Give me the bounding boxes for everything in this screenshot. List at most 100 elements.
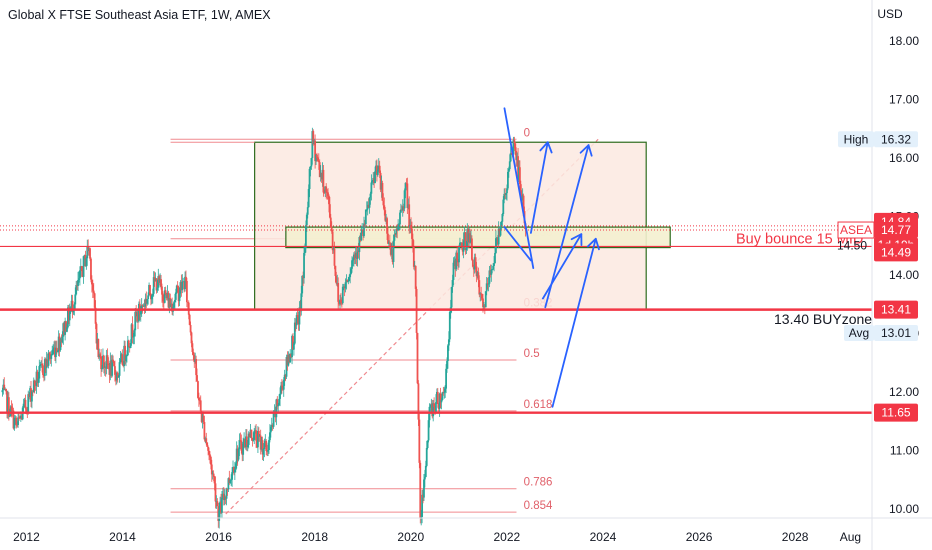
candle-body [356, 250, 359, 259]
candle-body [433, 403, 436, 407]
candle-body [263, 443, 266, 450]
candle-body [234, 463, 237, 470]
candle-body [183, 281, 186, 290]
candle-body [295, 315, 298, 326]
candle-body [47, 352, 50, 366]
candle-body [13, 418, 16, 429]
candle-body [218, 510, 221, 521]
candle-body [269, 432, 271, 441]
candle-body [475, 266, 478, 277]
candle-body [71, 300, 74, 313]
candle-body [214, 483, 217, 502]
price-axis[interactable]: USD10.0011.0012.0013.0014.0015.0016.0017… [871, 0, 919, 550]
candle-body [357, 250, 360, 253]
candle-body [17, 417, 19, 425]
y-tick-label: 14.00 [889, 268, 919, 282]
candle-body [45, 359, 48, 369]
candle-body [410, 225, 412, 229]
candle-body [209, 454, 211, 457]
candle-body [341, 286, 344, 304]
candle-body [149, 284, 151, 295]
candle-body [28, 394, 31, 398]
projection-line [529, 141, 549, 234]
x-tick-label: 2022 [494, 530, 521, 544]
buy-bounce-label: Buy bounce 15 MID [736, 232, 863, 248]
candle-body [90, 258, 92, 280]
candle-body [337, 282, 340, 302]
candle-body [500, 221, 503, 227]
candle-body [323, 192, 326, 194]
candle-body [401, 206, 404, 211]
candle-body [237, 449, 240, 460]
candle-body [200, 411, 203, 422]
candle-body [352, 254, 355, 260]
candle-body [334, 265, 337, 276]
y-tick-label: 11.00 [890, 444, 919, 458]
candle-body [221, 493, 224, 498]
candle-body [412, 246, 415, 267]
candle-body [481, 294, 483, 299]
candle-body [106, 355, 109, 364]
candle-body [188, 314, 191, 325]
candle-body [207, 446, 210, 451]
candle-body [166, 292, 169, 299]
candle-body [210, 464, 213, 475]
candle-body [519, 184, 522, 195]
candle-body [450, 287, 453, 308]
candle-body [199, 400, 202, 412]
x-tick-label: 2028 [782, 530, 809, 544]
candle-body [477, 272, 480, 281]
candle-body [155, 278, 158, 291]
candle-body [72, 310, 75, 313]
candle-body [453, 260, 456, 263]
candle-body [380, 183, 383, 190]
candle-body [316, 157, 319, 161]
candle-body [147, 295, 150, 300]
candle-body [29, 388, 31, 398]
candle-body [241, 450, 244, 455]
candle-body [212, 473, 215, 478]
candle-body [23, 399, 26, 404]
candle-body [157, 276, 160, 288]
candle-body [332, 248, 335, 251]
candle-body [493, 263, 495, 266]
candle-body [153, 277, 156, 282]
candle-body [252, 439, 255, 441]
candle-body [482, 298, 484, 308]
candle-body [56, 351, 59, 353]
candle-body [372, 177, 375, 182]
candle-body [127, 340, 130, 347]
x-tick-label: 2016 [205, 530, 232, 544]
candle-body [141, 305, 144, 307]
candle-body [516, 156, 519, 161]
candle-body [289, 353, 292, 363]
time-axis[interactable]: 2012 2014 2016 2018 2020 2022 2024 2026 2028 Aug [0, 517, 932, 544]
candle-body [509, 153, 512, 162]
candle-body [499, 226, 502, 236]
candle-body [77, 279, 79, 286]
candle-body [146, 299, 149, 304]
candle-body [249, 429, 252, 438]
candle-body [304, 225, 307, 248]
candle-body [343, 286, 346, 289]
candle-body [518, 167, 520, 180]
candle-body [447, 339, 450, 346]
candle-body [474, 257, 477, 267]
candle-body [313, 140, 316, 145]
candle-body [471, 238, 473, 260]
fib-level-label: 0.854 [524, 500, 553, 512]
y-tick-label: 10.00 [889, 502, 919, 516]
candle-body [126, 340, 129, 356]
candle-body [352, 259, 354, 261]
candle-body [501, 213, 504, 222]
candle-body [129, 343, 132, 348]
candle-body [457, 260, 459, 263]
candle-body [194, 358, 197, 363]
candle-body [255, 430, 257, 441]
candle-body [363, 223, 365, 236]
candle-body [140, 305, 143, 312]
candle-body [137, 312, 139, 322]
candle-body [247, 433, 250, 445]
